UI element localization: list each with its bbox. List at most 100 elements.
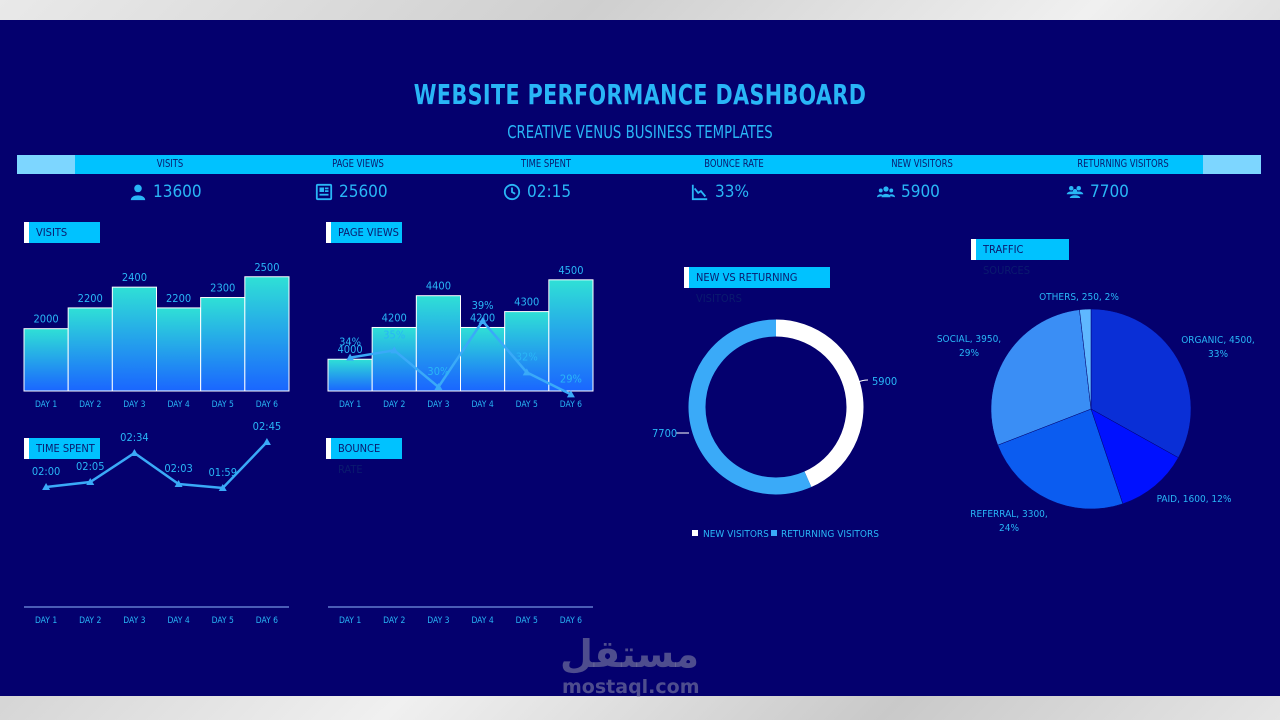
kpi-new-visitors: 5900 <box>877 182 940 202</box>
legend-swatch-returning <box>771 530 777 536</box>
donut-slice-new-visitors <box>775 319 864 488</box>
bounce-rate-point <box>346 353 355 361</box>
pie-label-referral: REFERRAL, 3300, <box>970 509 1048 520</box>
page-views-bar <box>460 326 506 392</box>
visits-x-tick: DAY 1 <box>35 400 57 410</box>
visits-chart-title: VISITS <box>24 222 100 243</box>
bounce-rate-series-line <box>349 318 572 396</box>
bounce-rate-data-label: 29% <box>560 372 582 385</box>
visits-bar-value: 2000 <box>33 313 58 326</box>
page-views-bar <box>548 279 594 392</box>
bounce-rate-data-label: 34% <box>339 336 361 349</box>
kpi-value-page-views: 25600 <box>339 182 388 202</box>
page-views-bar-value: 4400 <box>426 280 451 293</box>
pie-label-paid: PAID, 1600, 12% <box>1157 494 1232 505</box>
kpi-band-left-cap <box>17 155 75 174</box>
visits-bar-value: 2400 <box>122 271 147 284</box>
bounce-rate-data-label: 39% <box>472 299 494 312</box>
kpi-value-time-spent: 02:15 <box>527 182 572 202</box>
visits-bar <box>111 286 158 392</box>
time-spent-data-label: 02:05 <box>76 460 105 473</box>
visits-bar-value: 2300 <box>210 282 235 295</box>
bounce-rate-point <box>434 383 443 390</box>
pie-label-others: OTHERS, 250, 2% <box>1039 292 1119 303</box>
time-spent-series-line <box>45 441 268 490</box>
visits-bar <box>23 328 69 392</box>
bounce-rate-chart-title: BOUNCE RATE <box>326 438 402 476</box>
user-icon <box>130 184 146 201</box>
page-subtitle: CREATIVE VENUS BUSINESS TEMPLATES <box>507 122 773 143</box>
kpi-returning-visitors: 7700 <box>1066 182 1129 202</box>
bounce-rate-data-label: 32% <box>516 350 538 363</box>
visits-bar-value: 2200 <box>78 292 103 305</box>
kpi-label-returning-visitors: RETURNING VISITORS <box>1077 157 1169 170</box>
bounce-rate-point <box>390 346 399 354</box>
time-spent-point <box>262 438 271 445</box>
page-views-bar <box>327 358 373 392</box>
mostaql-watermark: مستقل mostaql.com <box>560 632 700 698</box>
donut-slice-returning-visitors <box>688 319 812 495</box>
visits-x-tick: DAY 5 <box>212 400 234 410</box>
kpi-band-right-cap <box>1203 155 1261 174</box>
page-views-chart-title: PAGE VIEWS <box>326 222 402 243</box>
pie-label-social: SOCIAL, 3950, <box>937 334 1001 345</box>
page-icon <box>315 183 333 201</box>
bounce-rate-data-label: 35% <box>383 328 405 341</box>
pie-label-social: 29% <box>959 348 979 359</box>
bounce-rate-point <box>566 390 575 398</box>
time-spent-x-tick: DAY 5 <box>212 616 234 626</box>
time-spent-data-label: 02:34 <box>120 431 149 444</box>
kpi-label-new-visitors: NEW VISITORS <box>891 157 953 170</box>
time-spent-x-tick: DAY 1 <box>35 616 57 626</box>
pie-label-organic: 33% <box>1208 349 1228 360</box>
time-spent-x-tick: DAY 3 <box>123 616 145 626</box>
visits-bar <box>244 276 290 392</box>
page-views-x-tick: DAY 5 <box>516 400 538 410</box>
visits-bar-value: 2200 <box>166 292 191 305</box>
bounce-rate-x-tick: DAY 4 <box>471 616 493 626</box>
kpi-label-bounce-rate: BOUNCE RATE <box>704 157 764 170</box>
bounce-rate-x-tick: DAY 6 <box>560 616 582 626</box>
kpi-label-time-spent: TIME SPENT <box>520 157 572 170</box>
time-spent-chart-title: TIME SPENT <box>24 438 100 459</box>
donut-label-returning: 7700 <box>652 427 677 440</box>
page-views-bar <box>504 311 550 392</box>
kpi-label-visits: VISITS <box>156 157 184 170</box>
bounce-rate-x-tick: DAY 5 <box>516 616 538 626</box>
donut-label-new: 5900 <box>872 375 897 388</box>
page-views-bar-value: 4000 <box>337 343 362 356</box>
time-spent-point <box>86 478 95 485</box>
kpi-visits: 13600 <box>129 182 202 202</box>
legend-label-new: NEW VISITORS <box>703 529 769 540</box>
pie-chart-title: TRAFFIC SOURCES <box>971 239 1069 277</box>
pie-label-referral: 24% <box>999 523 1019 534</box>
bounce-rate-x-tick: DAY 1 <box>339 616 361 626</box>
page-views-bar-value: 4300 <box>514 296 539 309</box>
kpi-label-page-views: PAGE VIEWS <box>332 157 384 170</box>
bounce-rate-point <box>478 317 487 324</box>
dashboard-slide: WEBSITE PERFORMANCE DASHBOARD CREATIVE V… <box>0 20 1280 698</box>
page-views-x-tick: DAY 3 <box>427 400 449 410</box>
time-spent-x-tick: DAY 2 <box>79 616 101 626</box>
crowd-icon <box>1066 186 1084 198</box>
page-title: WEBSITE PERFORMANCE DASHBOARD <box>413 78 867 111</box>
legend-swatch-new <box>692 530 698 536</box>
legend-label-returning: RETURNING VISITORS <box>781 529 879 540</box>
pie-slice-paid <box>1090 408 1179 505</box>
pie-label-organic: ORGANIC, 4500, <box>1181 335 1255 346</box>
donut-chart-title: NEW VS RETURNING VISITORS <box>684 267 830 305</box>
kpi-header-band <box>17 155 1261 174</box>
time-spent-point <box>130 449 139 456</box>
page-views-bar-value: 4200 <box>382 311 407 324</box>
kpi-page-views: 25600 <box>315 182 388 202</box>
pie-slice-referral <box>997 408 1124 510</box>
page-views-x-tick: DAY 4 <box>471 400 493 410</box>
visits-bar-value: 2500 <box>254 261 279 274</box>
kpi-value-returning-visitors: 7700 <box>1090 182 1129 202</box>
time-spent-x-tick: DAY 6 <box>256 616 278 626</box>
visits-x-tick: DAY 3 <box>123 400 145 410</box>
bounce-rate-x-tick: DAY 2 <box>383 616 405 626</box>
time-spent-point <box>42 483 51 490</box>
visits-x-tick: DAY 4 <box>167 400 189 410</box>
visits-x-tick: DAY 2 <box>79 400 101 410</box>
